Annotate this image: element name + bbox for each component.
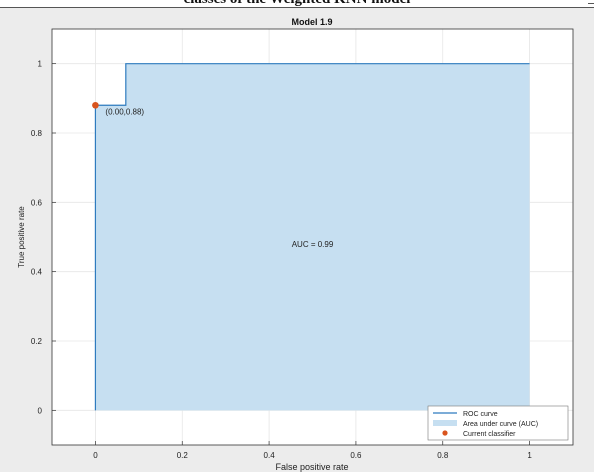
auc-annotation: AUC = 0.99 — [292, 240, 334, 249]
x-tick-label: 0.6 — [350, 451, 362, 460]
legend-area-label: Area under curve (AUC) — [463, 421, 538, 428]
x-tick-label: 1 — [527, 451, 532, 460]
legend-marker-label: Current classifier — [463, 431, 516, 438]
x-tick-label: 0 — [93, 451, 98, 460]
y-tick-label: 0.4 — [31, 268, 43, 277]
current-classifier-marker — [92, 101, 99, 109]
page-caption: classes of the Weighted KNN model — [0, 0, 594, 8]
y-axis-ticks: 0 0.2 0.4 0.6 0.8 1 — [31, 60, 56, 415]
marker-label: (0.00,0.88) — [105, 107, 144, 116]
y-axis-label: True positive rate — [17, 206, 26, 268]
x-tick-label: 0.2 — [177, 451, 189, 460]
legend-box — [427, 405, 569, 441]
auc-area — [95, 63, 530, 411]
plot-frame — [51, 28, 574, 446]
legend: ROC curve Area under curve (AUC) Current… — [427, 405, 569, 441]
y-tick-label: 0.6 — [31, 198, 43, 207]
x-axis-ticks: 0 0.2 0.4 0.6 0.8 1 — [93, 441, 532, 460]
corner-tick — [588, 3, 594, 4]
legend-roc-label: ROC curve — [463, 411, 498, 418]
y-tick-label: 0 — [38, 406, 43, 415]
x-axis-label: False positive rate — [275, 462, 348, 472]
legend-marker-swatch — [442, 430, 448, 436]
x-tick-label: 0.8 — [437, 451, 449, 460]
chart-title: Model 1.9 — [291, 17, 332, 27]
x-tick-label: 0.4 — [264, 451, 276, 460]
legend-area-swatch — [433, 420, 457, 426]
roc-curve-line — [94, 63, 530, 411]
y-tick-label: 0.2 — [31, 337, 43, 346]
top-rule — [0, 7, 594, 8]
y-tick-label: 1 — [38, 60, 43, 69]
y-tick-label: 0.8 — [31, 129, 43, 138]
